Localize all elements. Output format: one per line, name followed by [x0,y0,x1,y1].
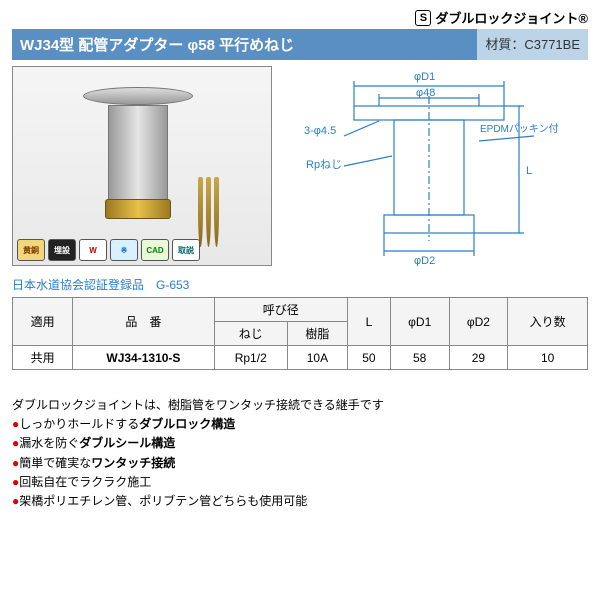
desc-item: ●漏水を防ぐダブルシール構造 [12,434,588,453]
badge-bury: 埋設 [48,239,76,261]
desc-lead: ダブルロックジョイントは、樹脂管をワンタッチ接続できる継手です [12,396,588,415]
td-dia-r: 10A [287,346,347,370]
th-d2: φD2 [449,298,508,346]
badge-w: W [79,239,107,261]
badge-brass: 黄銅 [17,239,45,261]
product-photo: 黄銅 埋設 W ※ CAD 取説 [12,66,272,266]
dim-epdm: EPDMパッキン付 [480,122,559,135]
th-L: L [347,298,390,346]
th-dia-t: ねじ [214,322,287,346]
dim-d1: φD1 [414,71,435,83]
header: WJ34型 配管アダプター φ58 平行めねじ 材質：C3771BE [12,29,588,60]
page-title: WJ34型 配管アダプター φ58 平行めねじ [12,29,477,60]
td-part: WJ34-1310-S [73,346,214,370]
badge-snow: ※ [110,239,138,261]
material-badge: 材質：C3771BE [477,29,588,60]
spec-table: 適用 品 番 呼び径 L φD1 φD2 入り数 ねじ 樹脂 共用 WJ34-1… [12,297,588,370]
th-d1: φD1 [390,298,449,346]
desc-item: ●しっかりホールドするダブルロック構造 [12,415,588,434]
part-render [83,87,193,219]
td-dia-t: Rp1/2 [214,346,287,370]
dim-48: φ48 [416,87,435,99]
th-part: 品 番 [73,298,214,346]
technical-drawing: φD1 φ48 3-φ4.5 Rpねじ EPDMパッキン付 L φD2 [280,66,588,266]
badge-cad: CAD [141,239,169,261]
td-d1: 58 [390,346,449,370]
td-L: 50 [347,346,390,370]
desc-item: ●架橋ポリエチレン管、ポリブテン管どちらも使用可能 [12,492,588,511]
brand-name: ダブルロックジョイント® [435,8,588,27]
th-qty: 入り数 [508,298,588,346]
th-dia: 呼び径 [214,298,347,322]
th-dia-r: 樹脂 [287,322,347,346]
screws-render [198,177,219,247]
desc-item: ●簡単で確実なワンタッチ接続 [12,454,588,473]
desc-item: ●回転自在でラクラク施工 [12,473,588,492]
badge-row: 黄銅 埋設 W ※ CAD 取説 [17,239,200,261]
badge-manual: 取説 [172,239,200,261]
dim-rp: Rpねじ [306,158,342,171]
td-qty: 10 [508,346,588,370]
dim-d2: φD2 [414,255,435,266]
dim-holes: 3-φ4.5 [304,125,336,137]
th-apply: 適用 [13,298,73,346]
td-apply: 共用 [13,346,73,370]
brand-icon: S [415,10,431,26]
material-label: 材質： [485,37,524,52]
brand-bar: S ダブルロックジョイント® [12,8,588,27]
certification: 日本水道協会認証登録品 G-653 [12,276,588,293]
dim-L: L [526,165,532,177]
td-d2: 29 [449,346,508,370]
description: ダブルロックジョイントは、樹脂管をワンタッチ接続できる継手です ●しっかりホール… [12,396,588,511]
table-row: 共用 WJ34-1310-S Rp1/2 10A 50 58 29 10 [13,346,588,370]
material-value: C3771BE [524,37,580,52]
